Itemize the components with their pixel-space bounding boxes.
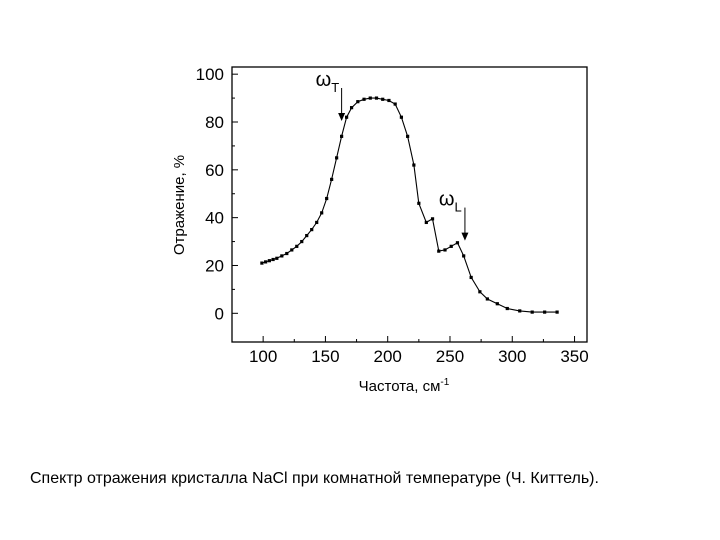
data-point bbox=[356, 100, 360, 104]
data-point bbox=[530, 310, 534, 314]
data-point bbox=[424, 220, 428, 225]
data-point bbox=[406, 134, 410, 138]
x-tick-label: 300 bbox=[498, 347, 526, 366]
data-point bbox=[275, 256, 279, 260]
annotation-label: ωL bbox=[439, 189, 462, 215]
data-point bbox=[362, 97, 366, 101]
data-point bbox=[412, 163, 416, 167]
data-point bbox=[374, 96, 379, 100]
data-point bbox=[260, 261, 264, 265]
axis-ticks bbox=[232, 73, 576, 342]
data-point bbox=[315, 220, 319, 225]
data-point bbox=[555, 310, 559, 314]
data-point bbox=[335, 156, 339, 160]
data-point bbox=[368, 96, 372, 100]
reflection-spectrum-chart: 100 150 200 250 300 350 0 20 40 60 80 100 ωT ωL Част… bbox=[171, 65, 589, 395]
data-point bbox=[399, 115, 404, 119]
axis-tick-labels: 100 150 200 250 300 350 0 20 40 60 80 100 bbox=[196, 65, 589, 366]
x-tick-label: 100 bbox=[249, 347, 277, 366]
data-point bbox=[280, 254, 284, 258]
data-point bbox=[271, 257, 275, 262]
data-point bbox=[264, 260, 268, 264]
data-point bbox=[381, 97, 385, 101]
y-tick-label: 0 bbox=[215, 304, 224, 323]
annotation-label: ωT bbox=[316, 69, 340, 95]
data-point bbox=[340, 134, 344, 138]
data-point bbox=[495, 302, 499, 306]
y-tick-label: 80 bbox=[205, 113, 224, 132]
x-tick-label: 350 bbox=[560, 347, 588, 366]
data-point bbox=[310, 228, 314, 232]
data-point bbox=[393, 102, 397, 106]
data-point bbox=[455, 241, 460, 245]
data-points bbox=[260, 96, 559, 314]
data-point bbox=[330, 177, 334, 181]
data-point bbox=[505, 306, 509, 311]
data-point bbox=[462, 254, 466, 258]
data-point bbox=[295, 244, 299, 248]
annotation-arrow-head bbox=[338, 113, 346, 121]
x-tick-label: 250 bbox=[436, 347, 464, 366]
data-point bbox=[437, 249, 441, 253]
data-point bbox=[478, 290, 482, 294]
y-axis-title: Отражение, % bbox=[171, 155, 188, 255]
y-tick-label: 100 bbox=[196, 65, 224, 84]
data-point bbox=[300, 239, 304, 244]
data-point bbox=[430, 217, 435, 221]
data-point bbox=[485, 297, 489, 301]
data-point bbox=[387, 98, 391, 103]
x-tick-label: 150 bbox=[311, 347, 339, 366]
data-point bbox=[543, 310, 547, 314]
data-point bbox=[320, 211, 324, 215]
x-tick-label: 200 bbox=[374, 347, 402, 366]
y-tick-label: 60 bbox=[205, 161, 224, 180]
figure-caption: Спектр отражения кристалла NaCl при комн… bbox=[30, 470, 599, 487]
x-axis-title: Частота, см-1 bbox=[359, 377, 450, 395]
data-point bbox=[417, 201, 421, 205]
data-point bbox=[290, 248, 294, 252]
data-point bbox=[349, 106, 354, 110]
annotations: ωT ωL bbox=[316, 69, 469, 241]
data-point bbox=[325, 196, 329, 201]
data-point bbox=[469, 275, 473, 280]
annotation-arrow-head bbox=[461, 232, 469, 241]
y-tick-label: 20 bbox=[205, 256, 224, 275]
y-tick-label: 40 bbox=[205, 209, 224, 228]
data-point bbox=[285, 251, 289, 256]
series-line bbox=[261, 97, 558, 313]
data-point bbox=[443, 248, 447, 252]
data-point bbox=[267, 259, 271, 263]
data-point bbox=[305, 233, 309, 238]
data-point bbox=[518, 309, 522, 313]
plot-frame bbox=[231, 66, 588, 343]
data-point bbox=[449, 244, 453, 248]
data-point bbox=[344, 115, 349, 119]
